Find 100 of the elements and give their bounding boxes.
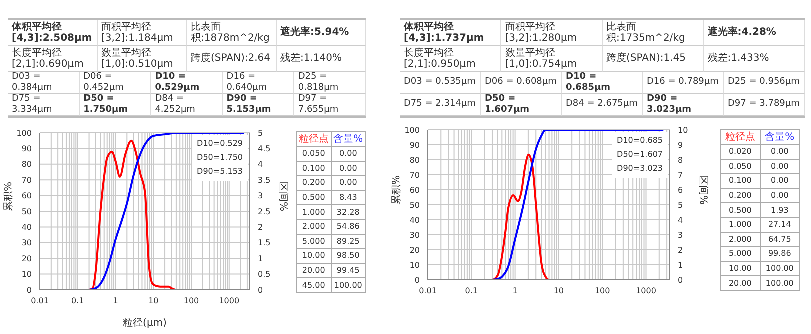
text: 0.00 <box>760 188 800 203</box>
text: 0.500 <box>296 190 332 205</box>
x-tick-label: 1 <box>512 286 518 296</box>
text: 面积平均径[3,2]:1.184μm <box>98 20 187 46</box>
y-tick-label: 40 <box>22 223 32 232</box>
text: 0.050 <box>296 146 332 162</box>
y2-tick-label: 4 <box>258 160 264 170</box>
x-tick-label: 100 <box>594 286 610 296</box>
text: 1.000 <box>720 217 760 232</box>
text: 27.14 <box>760 217 800 232</box>
text: 0.100 <box>720 174 760 188</box>
text: 0.050 <box>720 159 760 174</box>
text: D25 = 0.956μm <box>724 72 805 94</box>
y2-tick-label: 5 <box>258 128 264 138</box>
text: 54.86 <box>331 219 366 234</box>
y-tick-label: 70 <box>410 170 420 180</box>
y2-tick-label: 1 <box>258 254 264 264</box>
text: D10 = 0.685μm <box>562 72 643 94</box>
y-tick-label: 60 <box>22 192 32 201</box>
annotation: D90=3.023 <box>617 163 663 175</box>
y2-tick-label: 8 <box>678 156 684 165</box>
text: D75 = 2.314μm <box>400 94 481 116</box>
text: 体积平均径[4,3]:2.508μm <box>8 20 98 46</box>
text: 长度平均径[2,1]:0.690μm <box>8 46 98 72</box>
text: 体积平均径[4,3]:1.737μm <box>400 20 502 46</box>
text: 比表面积:1878m^2/kg <box>187 20 276 46</box>
y-tick-label: 30 <box>22 238 32 248</box>
text: 5.000 <box>296 234 332 249</box>
text: D06 = 0.608μm <box>481 72 562 94</box>
annotation: D50=1.750 <box>197 152 243 164</box>
text: D97 = 7.655μm <box>294 94 366 116</box>
text: 长度平均径[2,1]:0.950μm <box>400 46 502 72</box>
y2-tick-label: 4.5 <box>258 144 271 154</box>
y2-tick-label: 3 <box>258 192 264 201</box>
y-tick-label: 60 <box>410 186 420 195</box>
y-tick-label: 20 <box>410 246 420 255</box>
y-tick-label: 10 <box>410 260 420 270</box>
text: 遮光率:5.94% <box>276 20 366 46</box>
annotation: D10=0.685 <box>617 135 663 147</box>
y2-tick-label: 2 <box>678 246 684 255</box>
y2-tick-label: 2.5 <box>258 207 271 216</box>
y-tick-label: 0 <box>414 276 420 285</box>
text: 89.25 <box>331 234 366 249</box>
text: D25 = 0.818μm <box>294 72 366 94</box>
text: 64.75 <box>760 232 800 247</box>
y2-tick-label: 0 <box>678 276 684 285</box>
text: 100.00 <box>760 276 800 290</box>
x-axis-title: 粒径(μm) <box>123 318 168 329</box>
y2-tick-label: 3.5 <box>258 176 271 185</box>
text: 99.86 <box>760 246 800 262</box>
text: 残差:1.140% <box>276 46 366 72</box>
y2-tick-label: 0 <box>258 286 264 295</box>
text: 20.00 <box>296 263 332 278</box>
text: D75 = 3.334μm <box>8 94 80 116</box>
text: D16 = 0.640μm <box>222 72 294 94</box>
y2-tick-label: 10 <box>678 126 688 135</box>
text: D16 = 0.789μm <box>643 72 724 94</box>
text: 0.00 <box>760 144 800 160</box>
text: D90 = 3.023μm <box>643 94 724 116</box>
text: 32.28 <box>331 204 366 220</box>
y-axis-title: 累积% <box>392 175 403 205</box>
text: D50 = 1.750μm <box>80 94 152 116</box>
y-tick-label: 50 <box>22 207 32 216</box>
text: 10.00 <box>720 261 760 276</box>
text: 0.100 <box>296 161 332 176</box>
y2-tick-label: 1 <box>678 260 684 270</box>
annotation: D90=5.153 <box>197 166 243 178</box>
y2-tick-label: 9 <box>678 140 684 150</box>
text: 比表面积:1735m^2/kg <box>602 20 704 46</box>
x-tick-label: 0.01 <box>31 296 49 306</box>
y2-tick-label: 5 <box>678 200 684 210</box>
text: 粒径点 <box>296 132 332 146</box>
text: D50 = 1.607μm <box>481 94 562 116</box>
x-tick-label: 10 <box>148 296 159 306</box>
text: 2.000 <box>720 232 760 247</box>
text: D03 = 0.384μm <box>8 72 80 94</box>
y-tick-label: 50 <box>410 200 420 210</box>
y2-tick-label: 2 <box>258 223 264 232</box>
text: 数量平均径[1,0]:0.754μm <box>501 46 602 72</box>
text: 遮光率:4.28% <box>704 20 805 46</box>
annotation: D10=0.529 <box>197 138 243 150</box>
text: 0.020 <box>720 144 760 160</box>
x-tick-label: 1 <box>113 296 118 306</box>
text: D90 = 5.153μm <box>222 94 294 116</box>
y2-tick-label: 0.5 <box>258 270 271 280</box>
text: 8.43 <box>331 190 366 205</box>
text: 5.000 <box>720 246 760 262</box>
text: 0.00 <box>331 161 366 176</box>
text: 数量平均径[1,0]:0.510μm <box>98 46 187 72</box>
y2-tick-label: 7 <box>678 170 684 180</box>
text: 0.200 <box>720 188 760 203</box>
y2-axis-title: 区间% <box>277 182 290 212</box>
text: 0.00 <box>331 146 366 162</box>
y-tick-label: 100 <box>16 128 32 138</box>
text: 0.00 <box>760 159 800 174</box>
text: 99.45 <box>331 263 366 278</box>
annotation: D50=1.607 <box>617 149 663 161</box>
text: 含量% <box>331 132 366 146</box>
text: 残差:1.433% <box>704 46 805 72</box>
x-tick-label: 100 <box>184 296 200 306</box>
